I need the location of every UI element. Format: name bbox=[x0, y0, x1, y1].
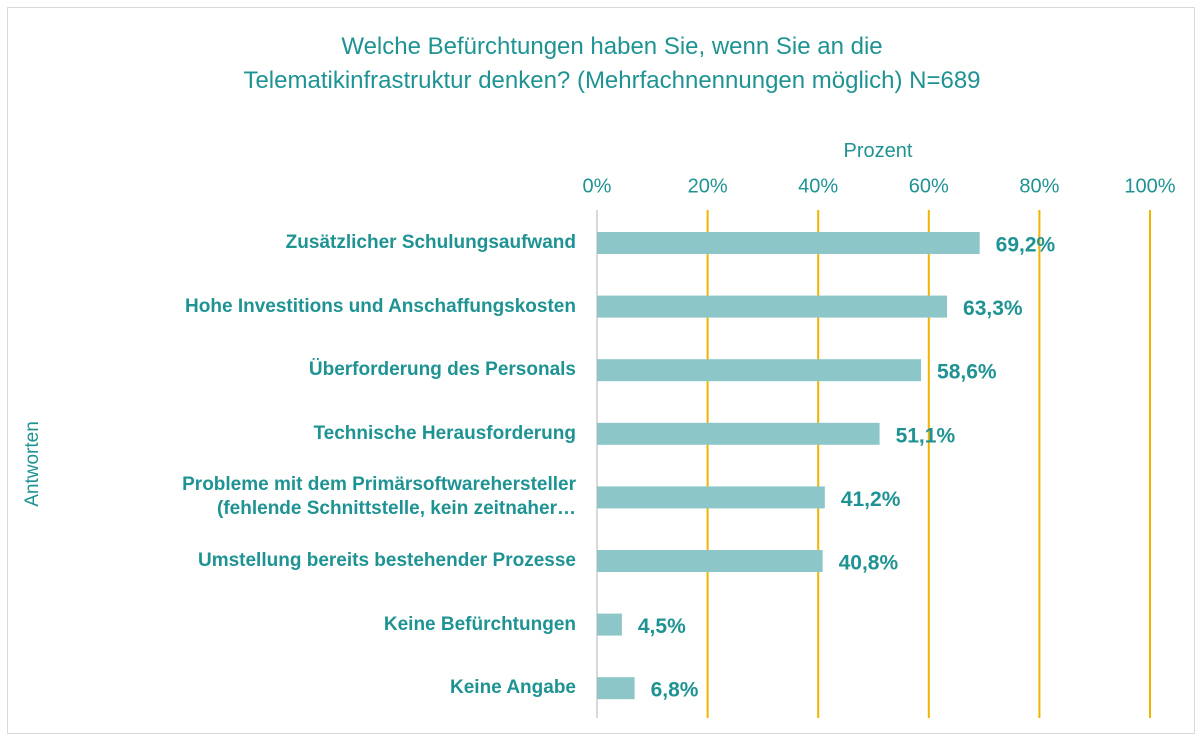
chart-border bbox=[7, 7, 1195, 734]
bar bbox=[597, 422, 880, 445]
y-tick-label: Technische Herausforderung bbox=[313, 422, 576, 444]
data-label: 6,8% bbox=[651, 679, 699, 702]
chart-title: Welche Befürchtungen haben Sie, wenn Sie… bbox=[243, 33, 981, 94]
data-label: 4,5% bbox=[638, 615, 686, 638]
data-label: 63,3% bbox=[963, 297, 1023, 320]
bar bbox=[597, 359, 922, 382]
x-axis-label: Prozent bbox=[843, 140, 913, 162]
data-label: 41,2% bbox=[841, 488, 901, 511]
x-tick-label: 60% bbox=[909, 175, 949, 197]
x-tick-label: 40% bbox=[798, 175, 838, 197]
y-tick-label: Umstellung bereits bestehender Prozesse bbox=[197, 550, 576, 571]
y-tick-label: Überforderung des Personals bbox=[308, 359, 576, 381]
y-tick-label: Keine Angabe bbox=[450, 677, 576, 699]
bar bbox=[597, 550, 823, 572]
bar bbox=[597, 295, 948, 318]
data-label: 40,8% bbox=[839, 552, 899, 575]
bar bbox=[597, 232, 980, 254]
x-tick-label: 80% bbox=[1019, 175, 1059, 197]
x-tick-label: 20% bbox=[688, 175, 728, 197]
bar bbox=[597, 677, 635, 700]
y-axis-label: Antworten bbox=[22, 421, 43, 507]
x-tick-label: 0% bbox=[583, 175, 612, 197]
data-label: 51,1% bbox=[896, 424, 956, 447]
bar bbox=[597, 486, 825, 509]
data-label: 69,2% bbox=[996, 234, 1056, 257]
y-tick-label: Keine Befürchtungen bbox=[383, 613, 576, 635]
y-tick-label: Zusätzlicher Schulungsaufwand bbox=[285, 232, 576, 253]
data-label: 58,6% bbox=[937, 361, 997, 384]
x-tick-label: 100% bbox=[1124, 175, 1175, 197]
y-tick-label: Hohe Investitions und Anschaffungskosten bbox=[185, 295, 576, 317]
y-tick-label: Probleme mit dem Primärsoftwareherstelle… bbox=[182, 474, 576, 520]
bar bbox=[597, 613, 622, 636]
